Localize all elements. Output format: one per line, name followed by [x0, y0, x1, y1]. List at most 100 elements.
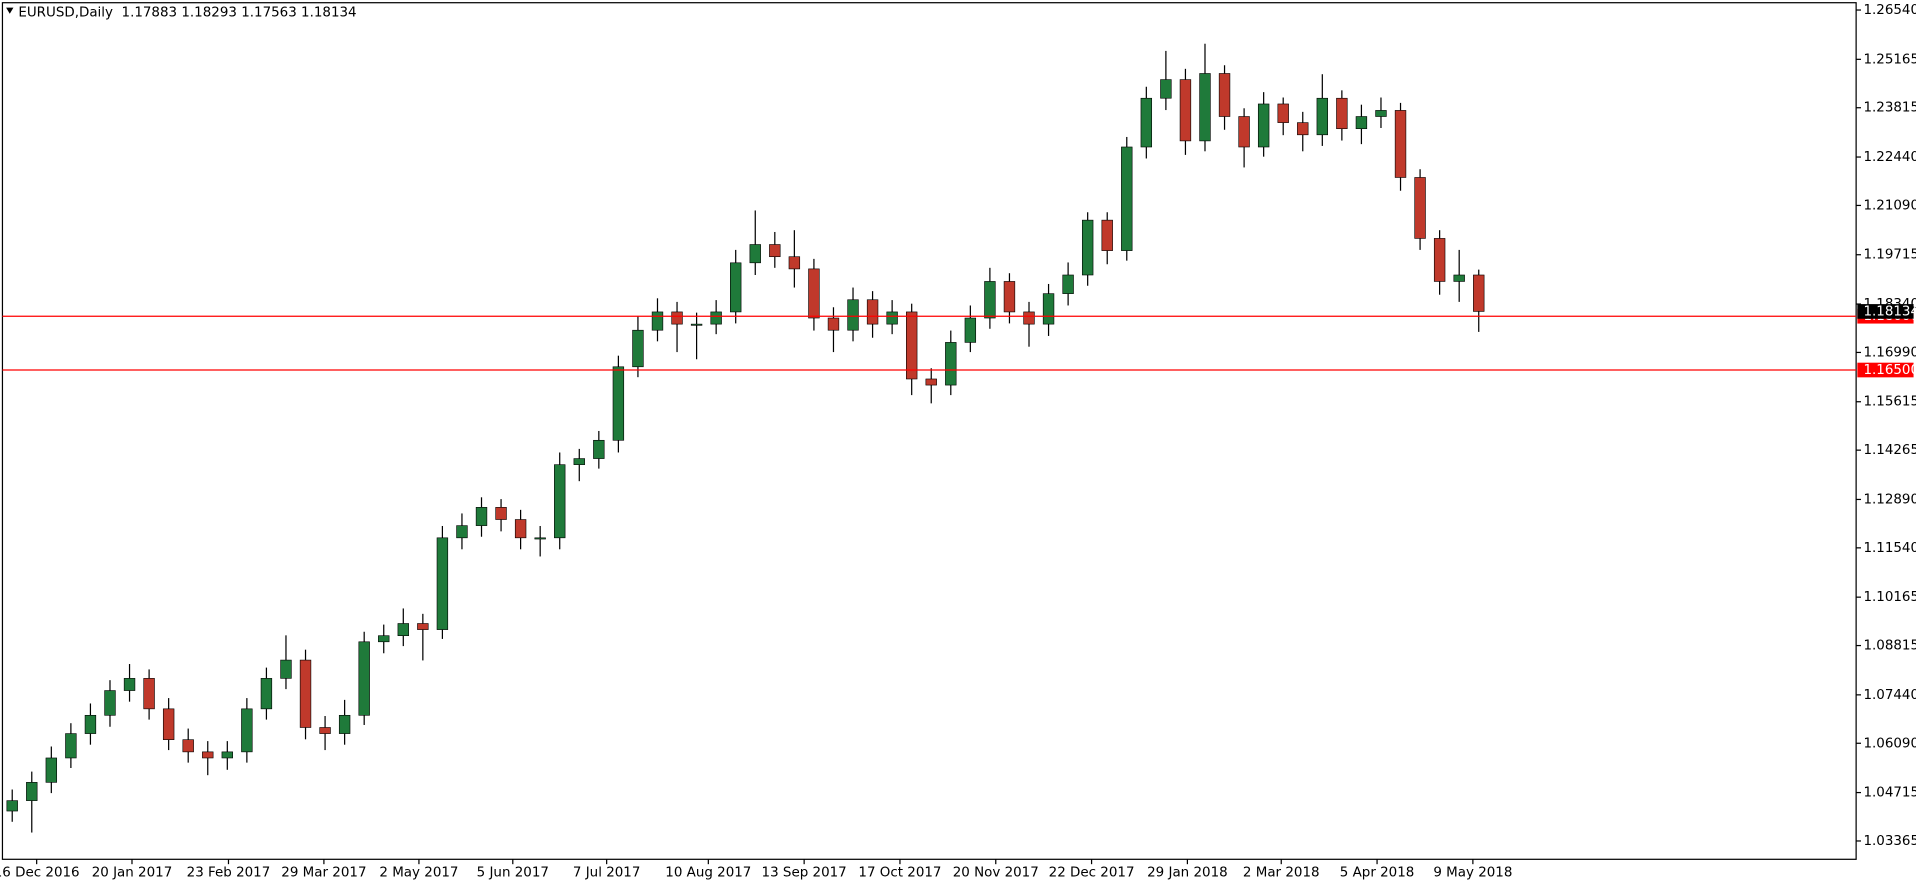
candle-body	[827, 317, 840, 331]
candle-body	[1003, 281, 1016, 313]
x-tick-label: 10 Aug 2017	[665, 866, 751, 881]
candle-body	[534, 537, 546, 540]
candle-body	[202, 751, 214, 759]
menu-arrow[interactable]	[6, 7, 14, 14]
candle-body	[1453, 274, 1465, 282]
candle-body	[925, 378, 937, 386]
x-tick-label: 29 Jan 2018	[1147, 866, 1228, 881]
candle-body	[945, 342, 957, 386]
candle-body	[45, 757, 58, 783]
candle-body	[104, 690, 116, 716]
candle-body	[260, 678, 273, 710]
y-tick-label: 1.16990	[1863, 345, 1916, 360]
candle-body	[436, 537, 449, 630]
candle-body	[1297, 122, 1309, 136]
x-tick-label: 20 Jan 2017	[92, 866, 173, 881]
candle-body	[866, 299, 879, 325]
candle-body	[358, 641, 370, 716]
x-tick-label: 2 Mar 2018	[1243, 866, 1320, 881]
candle-body	[984, 281, 996, 319]
candle-body	[143, 678, 155, 710]
candle-body	[1160, 79, 1172, 99]
candle-body	[495, 507, 507, 520]
candle-body	[1257, 103, 1270, 148]
candle-body	[886, 311, 898, 325]
candle-body	[710, 311, 722, 325]
y-tick-label: 1.12890	[1863, 492, 1916, 507]
x-tick-label: 5 Jun 2017	[477, 866, 549, 881]
candle-body	[280, 659, 292, 679]
candle-body	[1336, 97, 1348, 130]
candle-body	[1062, 274, 1074, 294]
y-tick-label: 1.26540	[1863, 3, 1916, 18]
candle-body	[1355, 116, 1368, 130]
candle-body	[338, 714, 351, 734]
candle-body	[1277, 103, 1289, 123]
plot-frame	[1, 2, 1857, 860]
y-tick-label: 1.07440	[1863, 688, 1916, 703]
candle-body	[1394, 110, 1407, 178]
x-tick-label: 13 Sep 2017	[762, 866, 847, 881]
y-tick-label: 1.14265	[1863, 443, 1916, 458]
candle-body	[1199, 73, 1211, 142]
price-label-box	[1857, 362, 1914, 378]
candle-body	[749, 244, 761, 264]
candle-body	[1081, 219, 1094, 276]
candle-body	[1218, 73, 1231, 117]
x-tick-label: 20 Nov 2017	[953, 866, 1039, 881]
candle-body	[84, 714, 97, 734]
y-tick-label: 1.19715	[1863, 248, 1916, 263]
candle-body	[65, 733, 77, 759]
candle-body	[612, 366, 625, 441]
candle-body	[162, 708, 175, 740]
candle-body	[182, 739, 194, 753]
candle-body	[241, 708, 253, 753]
y-tick-label: 1.06090	[1863, 736, 1916, 751]
candle-body	[1140, 97, 1153, 148]
price-label: 1.16500	[1863, 363, 1916, 378]
x-tick-label: 17 Oct 2017	[858, 866, 941, 881]
candle-body	[1023, 311, 1035, 325]
candle-body	[730, 262, 742, 313]
candle-body	[1238, 116, 1250, 148]
x-tick-label: 9 May 2018	[1433, 866, 1512, 881]
candle-body	[1414, 177, 1426, 239]
candle-body	[690, 323, 703, 326]
x-tick-label: 22 Dec 2017	[1049, 866, 1135, 881]
candle-body	[397, 623, 409, 637]
y-tick-label: 1.22440	[1863, 150, 1916, 165]
y-tick-label: 1.23815	[1863, 101, 1916, 116]
candle-body	[1042, 293, 1055, 325]
last-price-label: 1.18134	[1863, 304, 1916, 319]
candle-body	[319, 727, 331, 734]
candle-body	[1101, 219, 1113, 251]
candle-body	[1121, 146, 1133, 251]
candle-body	[593, 439, 605, 459]
candle-body	[1375, 110, 1387, 117]
candle-body	[906, 311, 918, 380]
candle-body	[788, 256, 801, 270]
candle-body	[456, 525, 468, 539]
candle-body	[1433, 238, 1446, 282]
y-tick-label: 1.10165	[1863, 590, 1916, 605]
y-tick-label: 1.08815	[1863, 639, 1916, 654]
candle-body	[651, 311, 664, 331]
x-tick-label: 29 Mar 2017	[281, 866, 366, 881]
candle-body	[514, 519, 527, 539]
candle-body	[299, 659, 312, 728]
candle-body	[26, 782, 38, 801]
candle-body	[573, 458, 585, 465]
y-tick-label: 1.03365	[1863, 834, 1916, 849]
symbol-header: EURUSD,Daily 1.17883 1.18293 1.17563 1.1…	[18, 5, 356, 20]
candle-body	[769, 244, 781, 258]
candle-body	[808, 268, 820, 319]
candle-body	[964, 317, 977, 343]
candle-body	[221, 751, 233, 759]
y-tick-label: 1.15615	[1863, 395, 1916, 410]
y-tick-label: 1.25165	[1863, 52, 1916, 67]
candle-body	[671, 311, 683, 325]
y-tick-label: 1.11540	[1863, 541, 1916, 556]
x-tick-label: 2 May 2017	[379, 866, 458, 881]
candle-body	[475, 507, 488, 526]
